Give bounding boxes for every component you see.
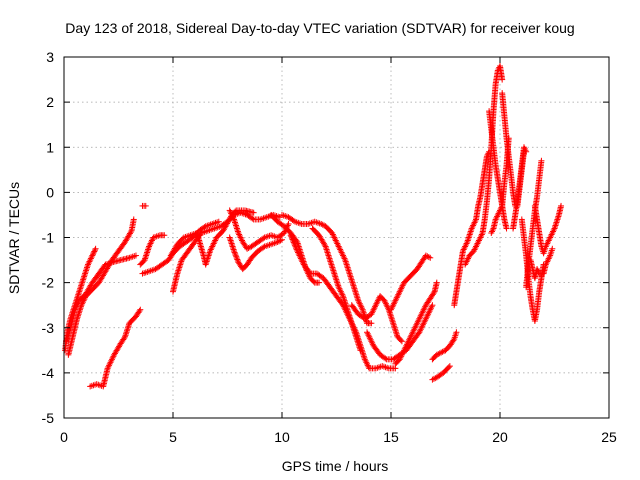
track-15-marker <box>321 242 328 249</box>
track-14-marker <box>290 239 297 246</box>
track-21-marker <box>446 363 453 370</box>
x-tick-label: 5 <box>169 429 177 445</box>
track-18-marker <box>427 254 434 261</box>
track-11-marker <box>232 252 239 259</box>
track-14-marker <box>293 246 300 253</box>
y-tick-label: -5 <box>42 410 55 426</box>
track-14-marker <box>290 237 297 244</box>
track-8-marker <box>249 215 256 222</box>
track-4-marker <box>121 335 128 342</box>
track-14-marker <box>289 236 296 243</box>
track-6-marker <box>161 232 168 239</box>
x-tick-label: 10 <box>274 429 290 445</box>
track-20-marker <box>450 337 457 344</box>
track-20-marker <box>453 329 460 336</box>
track-5-marker <box>142 202 149 209</box>
track-4-marker <box>137 306 144 313</box>
track-13-marker <box>290 217 297 224</box>
track-1-marker <box>91 248 98 255</box>
chart-title: Day 123 of 2018, Sidereal Day-to-day VTE… <box>65 20 574 36</box>
track-13-marker <box>368 320 375 327</box>
x-tick-label: 20 <box>492 429 508 445</box>
y-tick-labels: -5 -4 -3 -2 -1 0 1 2 3 <box>42 49 55 426</box>
x-tick-label: 15 <box>383 429 399 445</box>
track-9-marker <box>250 209 257 216</box>
track-19-marker <box>430 290 437 297</box>
track-14-marker <box>293 245 300 252</box>
track-11-marker <box>231 249 238 256</box>
track-11-marker <box>279 236 285 243</box>
track-25-marker <box>489 226 496 233</box>
track-19-marker <box>433 279 440 286</box>
track-4-marker <box>136 308 143 315</box>
data-points <box>62 63 565 390</box>
y-tick-label: -3 <box>42 320 55 336</box>
track-11-marker <box>232 250 239 257</box>
x-tick-label: 25 <box>601 429 617 445</box>
track-2-marker <box>127 229 134 236</box>
y-tick-label: 2 <box>46 94 54 110</box>
x-axis-label: GPS time / hours <box>282 458 389 474</box>
track-14-marker <box>292 243 299 250</box>
y-tick-label: 3 <box>46 49 54 65</box>
track-1-marker <box>90 249 97 256</box>
track-11-marker <box>234 256 241 263</box>
track-16-marker <box>398 338 405 345</box>
track-11-marker <box>260 244 267 251</box>
track-11-marker <box>233 255 240 262</box>
track-30-marker <box>558 202 565 209</box>
track-17-marker <box>429 302 436 309</box>
track-2-marker <box>130 216 137 223</box>
y-axis-label: SDTVAR / TECUs <box>6 182 22 294</box>
track-11-marker <box>277 237 284 244</box>
track-18-marker <box>425 254 432 261</box>
track-17-marker <box>382 355 389 362</box>
track-1-marker <box>92 245 99 252</box>
track-10-marker <box>260 235 267 242</box>
track-14-marker <box>287 232 294 239</box>
track-1-marker <box>89 252 96 259</box>
track-14-marker <box>288 233 295 240</box>
track-1-marker <box>89 251 96 258</box>
x-tick-labels: 0 5 10 15 20 25 <box>60 429 617 445</box>
track-24-marker <box>503 225 510 232</box>
track-14-marker <box>291 242 298 249</box>
track-11-marker <box>234 257 241 264</box>
track-21-marker <box>445 364 452 371</box>
x-tick-label: 0 <box>60 429 68 445</box>
track-15-marker <box>357 347 364 354</box>
y-tick-label: 1 <box>46 139 54 155</box>
y-tick-label: -2 <box>42 275 55 291</box>
track-10-marker <box>285 220 292 227</box>
track-12-marker <box>310 278 317 285</box>
track-16-marker <box>397 337 404 344</box>
track-11-marker <box>231 248 238 255</box>
track-14-marker <box>291 240 298 247</box>
track-11-marker <box>233 253 240 260</box>
track-12-marker <box>316 279 323 286</box>
y-tick-label: -1 <box>42 230 55 246</box>
track-3-marker <box>132 252 139 259</box>
track-14-marker <box>306 269 313 276</box>
track-7-marker <box>215 218 222 225</box>
track-1-marker <box>91 247 98 254</box>
y-tick-label: 0 <box>46 184 54 200</box>
track-14-marker <box>288 235 295 242</box>
y-tick-label: -4 <box>42 365 55 381</box>
track-23-marker <box>499 76 506 83</box>
